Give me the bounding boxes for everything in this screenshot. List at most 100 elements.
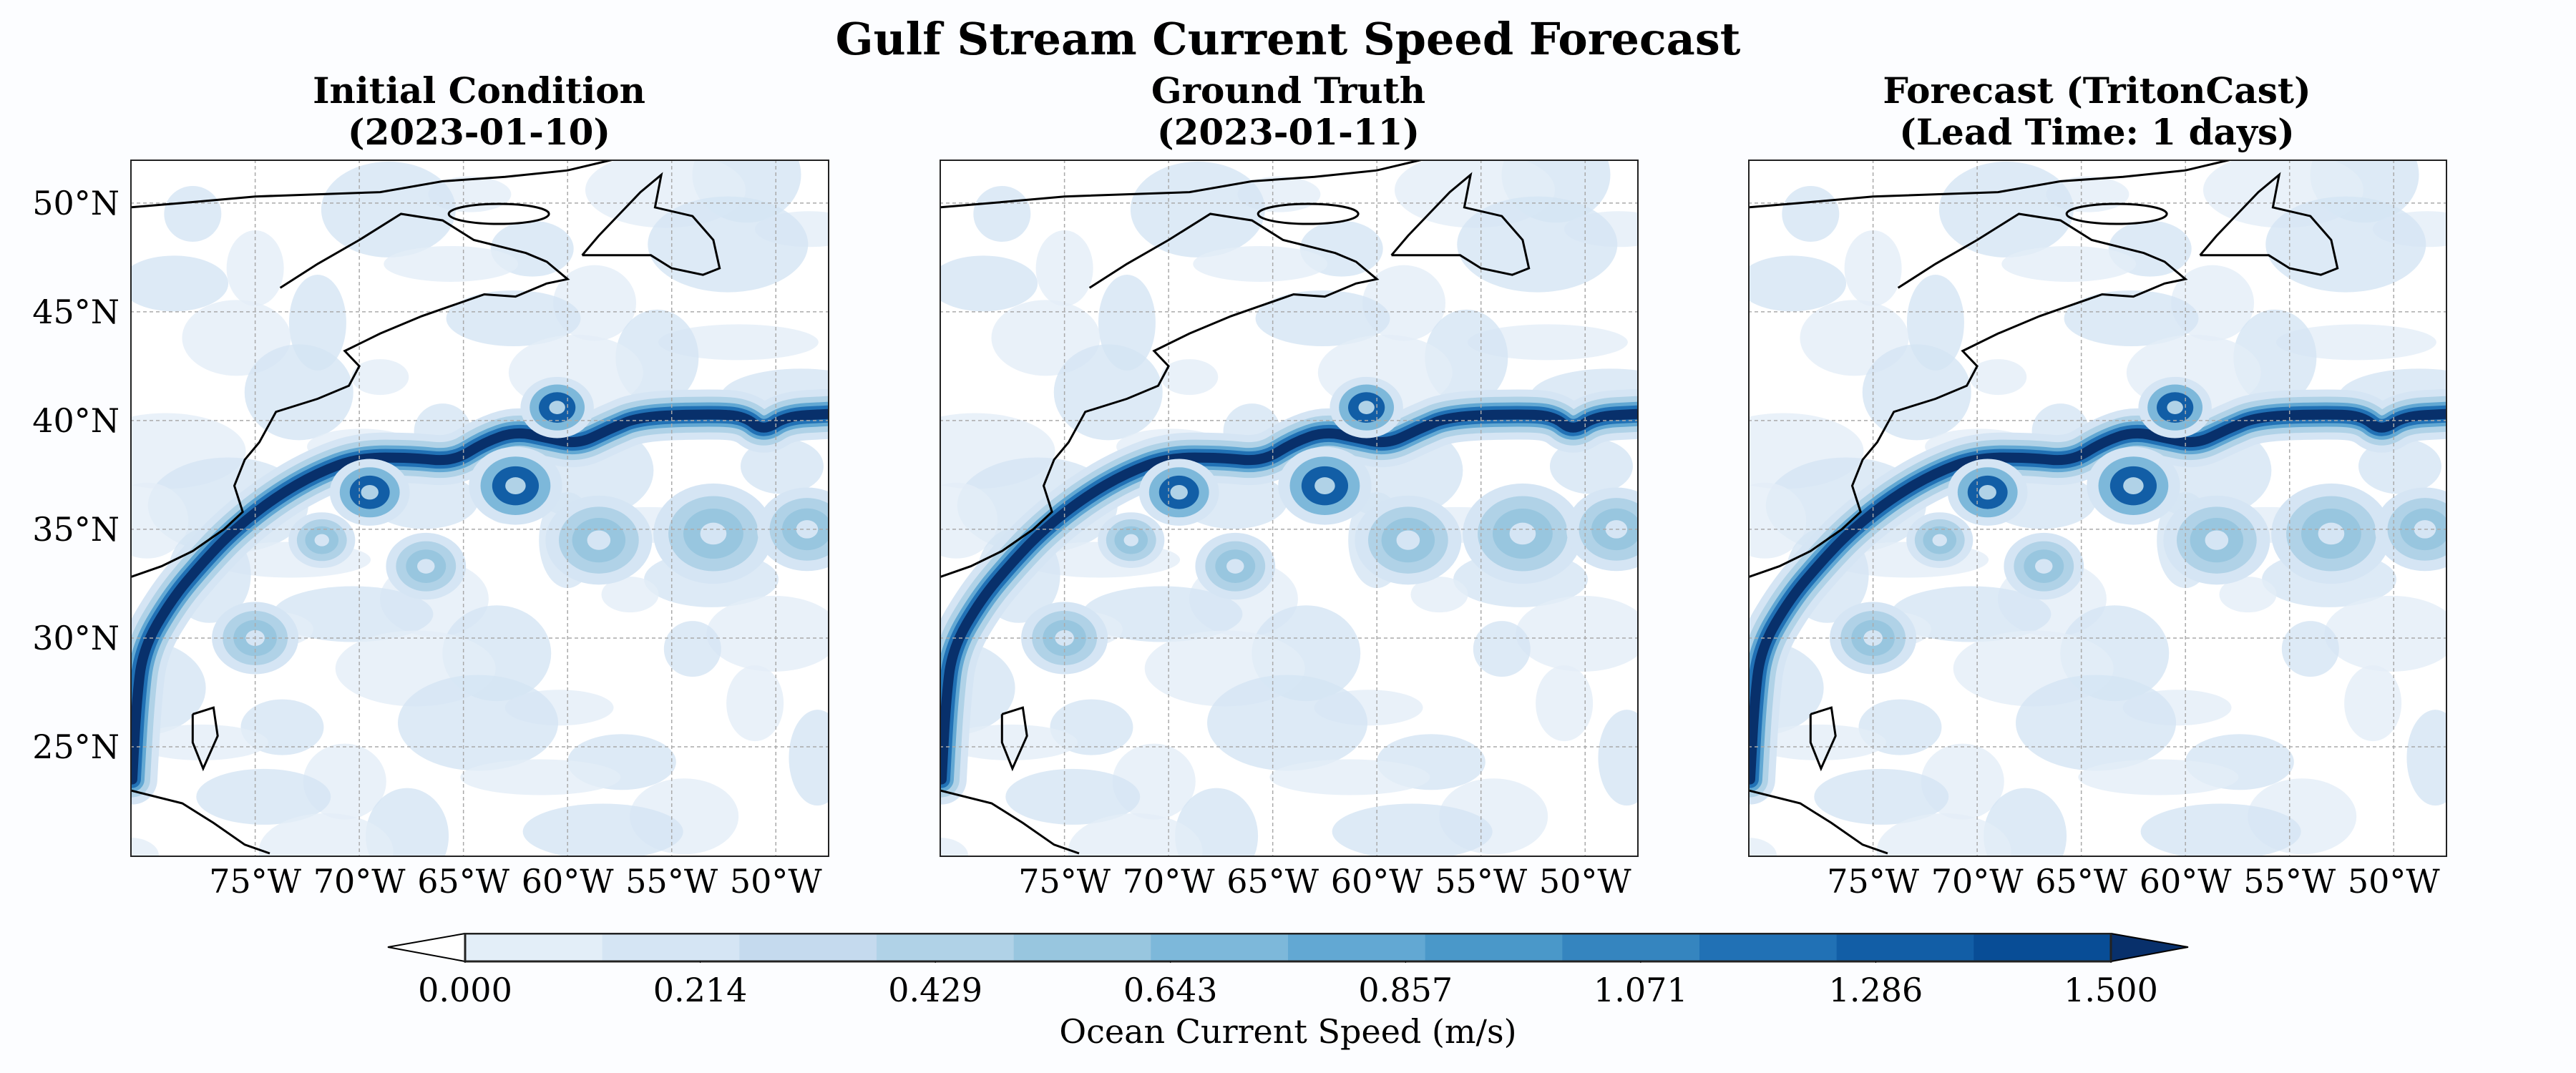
weak-flow-patch <box>522 803 683 856</box>
panel-title-line1: Initial Condition <box>313 69 645 112</box>
weak-flow-patch <box>1467 324 1628 361</box>
weak-flow-patch <box>726 665 784 742</box>
coastline <box>1748 160 2232 209</box>
coastline <box>130 789 270 855</box>
colorbar-tick-label: 0.000 <box>418 971 512 1009</box>
colorbar-tick-label: 1.500 <box>2064 971 2158 1009</box>
weak-flow-patch <box>446 290 581 346</box>
panel-title-line2: (2023-01-11) <box>1156 111 1420 153</box>
x-tick-label: 65°W <box>2035 862 2128 901</box>
eddy-contour <box>2205 530 2229 550</box>
x-tick-label: 75°W <box>209 862 302 901</box>
panel-title: Ground Truth (2023-01-11) <box>859 70 1718 153</box>
coastline <box>2199 172 2339 276</box>
x-tick-label: 65°W <box>1226 862 1319 901</box>
x-tick-label: 50°W <box>1538 862 1631 901</box>
colorbar <box>387 933 2189 963</box>
coastline <box>1748 212 2188 579</box>
gulf-stream-contour <box>1748 408 2446 785</box>
weak-flow-patch <box>1053 344 1163 441</box>
weak-flow-patch <box>1332 803 1493 856</box>
eddy-contour <box>1932 534 1947 547</box>
colorbar-segment <box>1425 934 1563 961</box>
weak-flow-patch <box>1748 255 1847 312</box>
coastline <box>581 172 721 276</box>
coastline <box>1390 172 1531 276</box>
map-panel <box>940 160 1639 857</box>
x-tick-label: 55°W <box>625 862 718 901</box>
colorbar-tick-label: 1.286 <box>1828 971 1923 1009</box>
weak-flow-patch <box>789 710 828 806</box>
eddy-contour <box>314 534 329 547</box>
coastline <box>2065 202 2168 225</box>
panel-title: Initial Condition (2023-01-10) <box>50 70 909 153</box>
weak-flow-patch <box>940 838 968 856</box>
coastline <box>191 706 219 772</box>
weak-flow-patch <box>2265 196 2426 293</box>
map-panel <box>130 160 829 857</box>
eddy-contour <box>361 484 379 500</box>
figure-title: Gulf Stream Current Speed Forecast <box>835 13 1741 65</box>
panel-title-line2: (2023-01-10) <box>347 111 611 153</box>
weak-flow-patch <box>1410 577 1468 613</box>
eddy-contour <box>2123 477 2144 495</box>
weak-flow-patch <box>2344 665 2402 742</box>
axes-frame <box>940 160 1639 857</box>
weak-flow-patch <box>2078 759 2239 795</box>
weak-flow-patch <box>2406 710 2446 806</box>
colorbar-segment <box>1836 934 1975 961</box>
weak-flow-patch <box>244 344 353 441</box>
weak-flow-patch <box>1969 359 2027 396</box>
weak-flow-patch <box>1748 838 1777 856</box>
coastline <box>1748 789 1888 855</box>
weak-flow-patch <box>706 595 828 672</box>
weak-flow-patch <box>942 724 1078 760</box>
y-tick-label: 25°N <box>32 727 119 766</box>
weak-flow-patch <box>1193 245 1328 282</box>
weak-flow-patch <box>2281 621 2339 677</box>
coastline <box>130 212 570 579</box>
weak-flow-patch <box>1516 595 1637 672</box>
colorbar-segment <box>602 934 741 961</box>
colorbar-segment <box>877 934 1015 961</box>
eddy-contour <box>2035 559 2053 574</box>
eddy-contour <box>1509 522 1536 545</box>
weak-flow-patch <box>1814 768 1949 825</box>
colorbar-tick-label: 1.071 <box>1593 971 1688 1009</box>
coastline <box>447 202 550 225</box>
weak-flow-patch <box>1005 768 1141 825</box>
colorbar-segment <box>1288 934 1426 961</box>
weak-flow-patch <box>2219 577 2277 613</box>
colorbar-segment <box>739 934 877 961</box>
eddy-contour <box>2318 522 2345 545</box>
weak-flow-patch <box>648 196 809 293</box>
eddy-contour <box>1226 559 1244 574</box>
weak-flow-patch <box>1269 759 1430 795</box>
weak-flow-patch <box>2324 595 2446 672</box>
colorbar-segment <box>1013 934 1152 961</box>
weak-flow-patch <box>1748 482 1807 559</box>
coastline <box>1257 202 1360 225</box>
weak-flow-patch <box>1161 359 1219 396</box>
weak-flow-patch <box>1844 230 1902 307</box>
weak-flow-patch <box>1751 724 1886 760</box>
colorbar-tick-label: 0.857 <box>1358 971 1453 1009</box>
weak-flow-patch <box>2001 245 2137 282</box>
weak-flow-patch <box>1536 665 1594 742</box>
weak-flow-patch <box>663 621 721 677</box>
colorbar-tick-label: 0.429 <box>888 971 982 1009</box>
weak-flow-patch <box>130 838 159 856</box>
x-tick-label: 55°W <box>2243 862 2336 901</box>
x-tick-label: 70°W <box>1931 862 2024 901</box>
coastline <box>1000 706 1028 772</box>
eddy-contour <box>587 530 611 550</box>
colorbar-segment <box>1699 934 1838 961</box>
weak-flow-patch <box>460 759 621 795</box>
axes-frame <box>130 160 829 857</box>
colorbar-segment <box>1562 934 1700 961</box>
x-tick-label: 70°W <box>1122 862 1215 901</box>
x-tick-label: 50°W <box>2347 862 2440 901</box>
panel-title-line1: Ground Truth <box>1151 69 1426 112</box>
weak-flow-patch <box>658 324 819 361</box>
eddy-contour <box>700 522 727 545</box>
